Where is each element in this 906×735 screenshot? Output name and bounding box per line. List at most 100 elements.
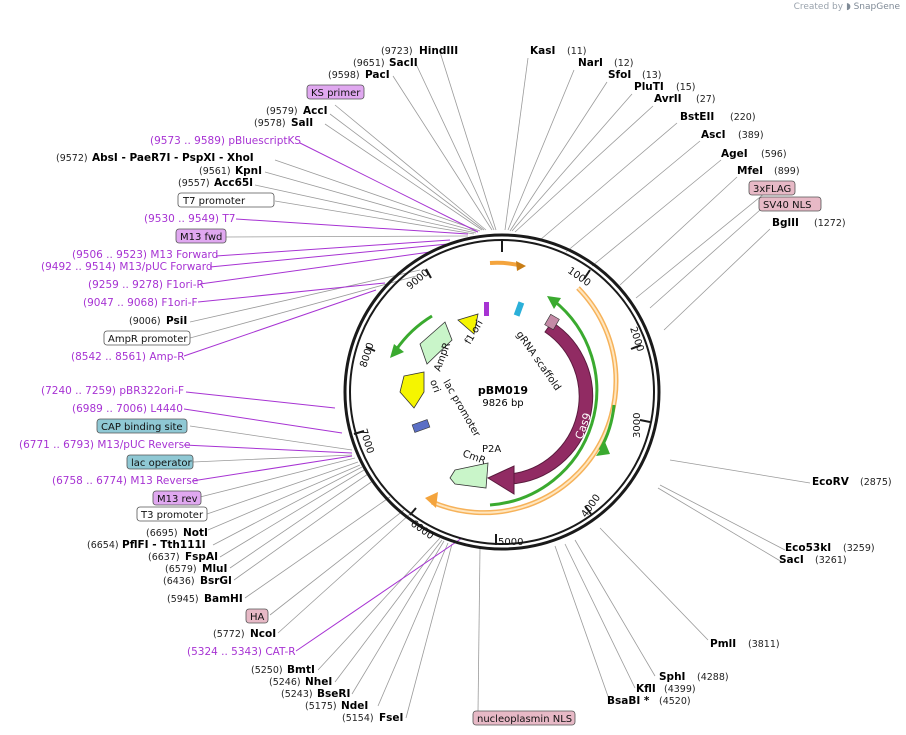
pos-sacii: (9651)	[353, 58, 385, 69]
enzyme-mfei: MfeI	[737, 165, 763, 177]
enzyme-fspai: FspAI	[185, 551, 218, 563]
enzyme-ecorv: EcoRV	[812, 476, 850, 488]
enzyme-nari: NarI	[578, 57, 603, 69]
pos-paci: (9598)	[328, 70, 360, 81]
pos-hindiii: (9723)	[381, 46, 413, 57]
green-arc-small	[598, 404, 616, 451]
box-nucleoplasmin-nls	[472, 710, 576, 726]
enzyme-bseri: BseRI	[317, 688, 350, 700]
pos-saci: (3261)	[815, 555, 847, 566]
ampr-feature	[419, 321, 453, 365]
box-ks-primer	[306, 84, 365, 100]
plasmid-size: 9826 bp	[482, 398, 523, 409]
tick-2000: 2000	[627, 326, 645, 354]
feature-t7-promoter: T7 promoter	[182, 196, 246, 207]
enzyme-mlui: MluI	[202, 563, 227, 575]
feature-ampr-promoter: AmpR promoter	[108, 334, 188, 345]
enzyme-bsteii: BstEII	[680, 111, 714, 123]
plasmid-name: pBM019	[478, 384, 528, 397]
label-p2a: P2A	[482, 444, 501, 455]
label-lac-promoter: lac promoter	[440, 378, 482, 440]
green-arc-head-c	[390, 344, 404, 358]
f1-ori-feature	[457, 313, 479, 335]
backbone-outer	[343, 233, 661, 551]
snapgene-name: SnapGene	[853, 2, 900, 12]
pos-kfli: (4399)	[664, 684, 696, 695]
left-labels: KS primer (9579) AccI (9578) SalI (9573 …	[19, 84, 576, 726]
enzyme-kpni: KpnI	[235, 165, 262, 177]
primer-m13-puc-forward: (9492 .. 9514) M13/pUC Forward	[41, 261, 213, 273]
primer-m13-puc-reverse: (6771 .. 6793) M13/pUC Reverse	[19, 439, 191, 451]
pos-fspai: (6637)	[148, 552, 180, 563]
feature-m13-fwd: M13 fwd	[180, 232, 222, 243]
enzymes-top: (9723) HindIII (9651) SacII (9598) PacI	[328, 45, 458, 81]
primer-lines	[183, 142, 479, 652]
pos-sphi: (4288)	[697, 672, 729, 683]
orange-arc-head	[425, 492, 438, 508]
enzyme-asci: AscI	[701, 129, 726, 141]
enzyme-agei: AgeI	[721, 148, 748, 160]
primer-pbluescriptks: (9573 .. 9589) pBluescriptKS	[150, 135, 301, 147]
green-arc-head-b	[596, 442, 610, 456]
enzyme-noti: NotI	[183, 527, 208, 539]
tick-marks	[353, 240, 651, 545]
feature-3xflag: 3xFLAG	[753, 184, 791, 195]
snapgene-logo-icon: ◗	[845, 2, 851, 12]
enzyme-sali: SalI	[291, 117, 313, 129]
box-3xflag	[748, 180, 796, 196]
enzymes-right: KasI (11) NarI (12) SfoI (13) PluTI (15)…	[530, 45, 892, 707]
pos-fsei: (5154)	[342, 713, 374, 724]
pos-agei: (596)	[761, 149, 787, 160]
enzyme-sacii: SacII	[389, 57, 418, 69]
feature-ha: HA	[250, 612, 265, 623]
pos-sali: (9578)	[254, 118, 286, 129]
pos-noti: (6695)	[146, 528, 178, 539]
primer-f1ori-f: (9047 .. 9068) F1ori-F	[83, 297, 198, 309]
pos-pluti: (15)	[676, 82, 696, 93]
grna-feature	[513, 301, 525, 317]
enzyme-bsabi: BsaBI *	[607, 695, 650, 707]
box-t7-promoter	[177, 192, 275, 208]
pos-bmti: (5250)	[251, 665, 283, 676]
enzyme-fsei: FseI	[379, 712, 403, 724]
pos-acc65i: (9557)	[178, 178, 210, 189]
box-sv40-nls	[758, 196, 822, 212]
primer-m13-reverse: (6758 .. 6774) M13 Reverse	[52, 475, 198, 487]
enzyme-saci: SacI	[779, 554, 804, 566]
primer-amp-r: (8542 .. 8561) Amp-R	[71, 351, 185, 363]
green-arc-head-a	[547, 296, 561, 309]
enzyme-paci: PacI	[365, 69, 390, 81]
enzyme-pmli: PmlI	[710, 638, 736, 650]
pos-sfoi: (13)	[642, 70, 662, 81]
box-t3-promoter	[136, 506, 208, 522]
pos-bamhi: (5945)	[167, 594, 199, 605]
pos-absi: (9572)	[56, 153, 88, 164]
pos-avrii: (27)	[696, 94, 716, 105]
pos-psii: (9006)	[129, 316, 161, 327]
pos-mfei: (899)	[774, 166, 800, 177]
enzyme-pflfi-group: PflFI - Tth111I	[122, 539, 206, 551]
box-ha	[245, 608, 269, 624]
primer-t7: (9530 .. 9549) T7	[144, 213, 235, 225]
primer-m13-forward: (9506 .. 9523) M13 Forward	[72, 249, 218, 261]
tick-5000: 5000	[498, 537, 523, 548]
pos-asci: (389)	[738, 130, 764, 141]
created-by-text: Created by	[793, 2, 844, 12]
enzyme-kfli: KflI	[636, 683, 656, 695]
box-lac-operator	[126, 454, 194, 470]
enzyme-pluti: PluTI	[634, 81, 664, 93]
enzyme-absi-group: AbsI - PaeR7I - PspXI - XhoI	[92, 152, 254, 164]
pos-acci: (9579)	[266, 106, 298, 117]
tick-8000: 8000	[358, 341, 376, 369]
feature-m13-rev: M13 rev	[157, 494, 198, 505]
enzyme-kasi: KasI	[530, 45, 555, 57]
cmr-feature	[449, 462, 489, 489]
feature-t3-promoter: T3 promoter	[140, 510, 204, 521]
enzyme-psii: PsiI	[166, 315, 187, 327]
enzyme-bglii: BglII	[772, 217, 799, 229]
pos-pmli: (3811)	[748, 639, 780, 650]
pos-mlui: (6579)	[165, 564, 197, 575]
enzyme-bamhi: BamHI	[204, 593, 243, 605]
pos-bglii: (1272)	[814, 218, 846, 229]
enzyme-acci: AccI	[303, 105, 327, 117]
